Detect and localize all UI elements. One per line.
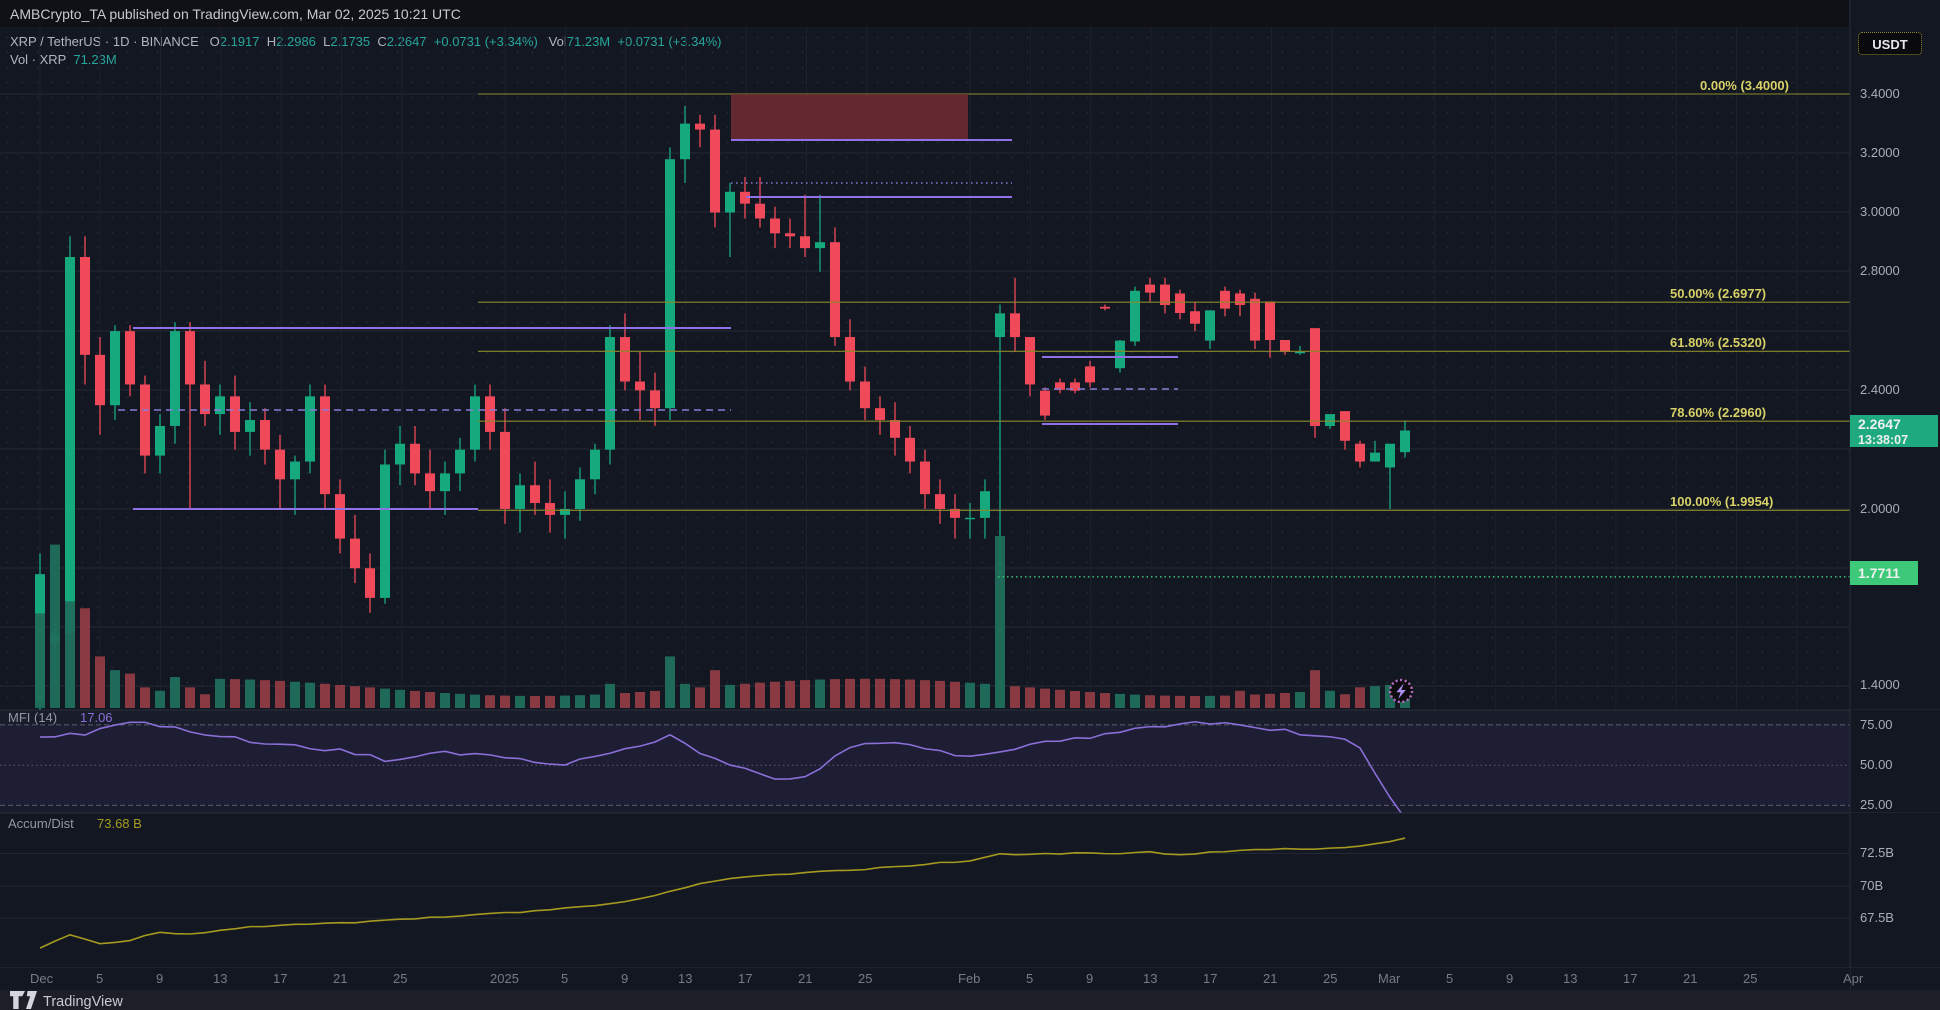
svg-text:70B: 70B	[1860, 878, 1883, 893]
svg-text:TradingView: TradingView	[43, 994, 123, 1010]
svg-text:67.5B: 67.5B	[1860, 910, 1894, 925]
svg-text:72.5B: 72.5B	[1860, 845, 1894, 860]
svg-text:73.68 B: 73.68 B	[97, 816, 142, 831]
svg-text:Accum/Dist: Accum/Dist	[8, 816, 74, 831]
